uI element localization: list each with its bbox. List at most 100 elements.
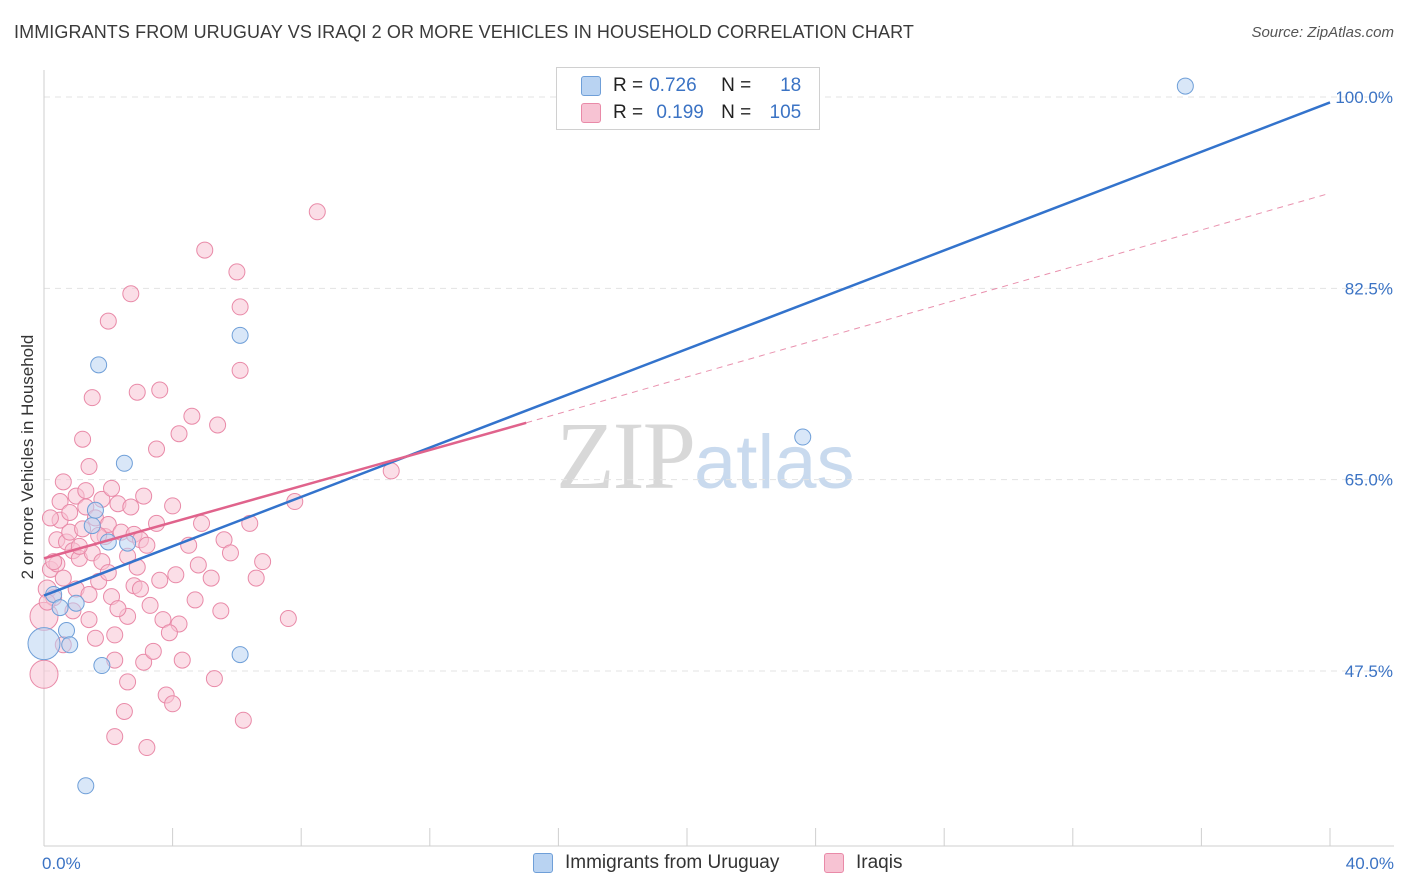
series-uruguay [27,77,1194,795]
x-tick-label: 0.0% [42,854,81,873]
data-point [186,591,204,609]
data-point [83,389,101,407]
data-point [231,298,249,316]
data-point [77,482,95,500]
legend-n-value: 105 [769,102,802,123]
data-point [109,600,127,618]
data-point [173,651,191,669]
data-point [80,611,98,629]
data-point [61,503,79,521]
data-point [167,566,185,584]
data-point [164,695,182,713]
data-point [170,425,188,443]
series-label-uruguay: Immigrants from Uruguay [565,852,780,873]
y-tick-label: 65.0% [1345,471,1393,490]
data-point [86,629,104,647]
data-point [115,702,133,720]
data-point [164,497,182,515]
data-point [128,383,146,401]
data-point [183,407,201,425]
y-tick-label: 47.5% [1345,662,1393,681]
data-point [231,361,249,379]
data-point [151,571,169,589]
data-point [205,670,223,688]
legend-n-label: N = [721,75,752,96]
watermark-zip: ZIP [556,402,696,509]
legend-row-uruguay: R = 0.726 N = 18 [581,73,801,99]
data-point [80,585,98,603]
data-point [131,580,149,598]
data-point [51,599,69,617]
legend-row-iraqis: R = 0.199 N = 105 [581,100,801,126]
data-point [234,711,252,729]
data-point [138,536,156,554]
data-point [254,553,272,571]
data-point [135,487,153,505]
data-point [93,657,111,675]
trend-line-pink [43,421,527,560]
legend-swatch-pink [581,103,601,123]
series-label-iraqis: Iraqis [856,852,903,873]
data-point [138,739,156,757]
data-point [115,454,133,472]
data-point [221,544,239,562]
data-point [1176,77,1194,95]
data-point [27,627,61,661]
data-point [231,326,249,344]
watermark-atlas: atlas [694,420,855,505]
data-point [80,458,98,476]
data-point [202,569,220,587]
data-point [103,479,121,497]
data-point [144,642,162,660]
data-point [151,381,169,399]
data-point [189,556,207,574]
correlation-legend: R = 0.726 N = 18 R = 0.199 N = 105 [556,67,820,130]
series-iraqis [29,203,400,757]
data-point [61,636,79,654]
source-credit: Source: ZipAtlas.com [1251,24,1394,41]
series-swatch-blue [533,853,553,873]
data-point [106,728,124,746]
data-point [58,622,76,640]
series-legend: Immigrants from Uruguay Iraqis [0,852,1406,878]
data-point [308,203,326,221]
legend-r-label: R = [613,75,644,96]
chart-title: IMMIGRANTS FROM URUGUAY VS IRAQI 2 OR MO… [14,22,914,42]
data-point [29,659,59,689]
trend-extension-pink [526,192,1331,424]
data-point [231,646,249,664]
data-point [106,626,124,644]
data-point [119,673,137,691]
data-point [90,356,108,374]
data-point [51,493,69,511]
y-tick-label: 100.0% [1335,88,1393,107]
legend-r-value: 0.199 [656,102,704,123]
data-point [122,498,140,516]
data-point [74,430,92,448]
data-point [54,569,72,587]
data-point [135,653,153,671]
legend-n-label: N = [721,102,752,123]
data-point [212,602,230,620]
data-point [67,594,85,612]
trend-line-blue [43,101,1331,597]
x-tick-label: 40.0% [1346,854,1394,873]
legend-n-value: 18 [780,75,802,96]
data-point [794,428,812,446]
data-point [77,777,95,795]
data-point [54,473,72,491]
data-point [148,440,166,458]
data-point [86,501,104,519]
watermark: ZIPatlas [556,400,855,511]
legend-r-value: 0.726 [649,75,697,96]
y-axis-label: 2 or more Vehicles in Household [18,335,37,580]
data-point [99,312,117,330]
series-legend-uruguay: Immigrants from Uruguay [533,852,779,874]
data-point [41,509,59,527]
data-point [141,596,159,614]
series-swatch-pink [824,853,844,873]
data-point [209,416,227,434]
data-point [279,610,297,628]
data-point [193,514,211,532]
